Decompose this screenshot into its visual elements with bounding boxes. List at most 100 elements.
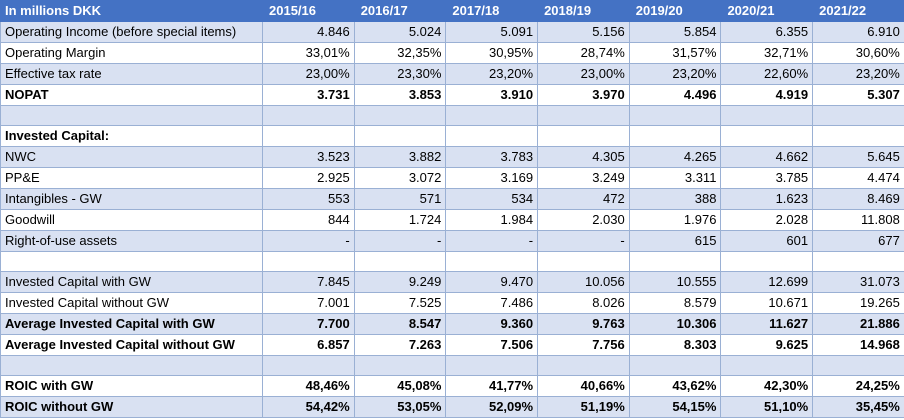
row-operating-margin: Operating Margin 33,01% 32,35% 30,95% 28… (0, 42, 904, 64)
row-effective-tax-rate: Effective tax rate 23,00% 23,30% 23,20% … (0, 63, 904, 85)
cell-value: 9.625 (720, 334, 814, 356)
row-label: Right-of-use assets (0, 230, 263, 252)
row-label: Invested Capital without GW (0, 292, 263, 314)
cell-value (353, 105, 447, 126)
cell-value: 7.263 (353, 334, 447, 356)
cell-value: 1.976 (628, 209, 722, 231)
cell-value: 32,35% (353, 42, 447, 64)
cell-value: 534 (445, 188, 539, 210)
cell-value: 8.303 (628, 334, 722, 356)
cell-value: 601 (720, 230, 814, 252)
header-row: In millions DKK 2015/16 2016/17 2017/18 … (0, 0, 904, 22)
row-label: Operating Income (before special items) (0, 21, 263, 43)
cell-value: 5.024 (353, 21, 447, 43)
cell-value: - (262, 230, 355, 252)
row-invested-capital-without-gw: Invested Capital without GW 7.001 7.525 … (0, 292, 904, 314)
cell-value: 3.910 (445, 84, 539, 106)
cell-value (537, 251, 630, 272)
row-label: Goodwill (0, 209, 263, 231)
cell-value: 677 (812, 230, 904, 252)
cell-value: - (537, 230, 630, 252)
cell-value: 2.030 (537, 209, 630, 231)
header-label: In millions DKK (0, 0, 263, 22)
row-right-of-use-assets: Right-of-use assets - - - - 615 601 677 (0, 230, 904, 252)
year-header: 2020/21 (720, 0, 814, 22)
row-label: NWC (0, 146, 263, 168)
cell-value: 11.808 (812, 209, 904, 231)
row-label (0, 251, 263, 272)
cell-value: 1.984 (445, 209, 539, 231)
row-roic-with-gw: ROIC with GW 48,46% 45,08% 41,77% 40,66%… (0, 375, 904, 397)
year-header: 2021/22 (812, 0, 904, 22)
cell-value: 41,77% (445, 375, 539, 397)
cell-value: 4.265 (628, 146, 722, 168)
cell-value: 51,10% (720, 396, 814, 418)
row-goodwill: Goodwill 844 1.724 1.984 2.030 1.976 2.0… (0, 209, 904, 231)
row-invested-capital-with-gw: Invested Capital with GW 7.845 9.249 9.4… (0, 271, 904, 293)
cell-value: 7.845 (262, 271, 355, 293)
cell-value (628, 105, 722, 126)
cell-value (445, 251, 539, 272)
row-label (0, 355, 263, 376)
cell-value: 5.645 (812, 146, 904, 168)
cell-value: 571 (353, 188, 447, 210)
cell-value: 7.525 (353, 292, 447, 314)
cell-value: 1.623 (720, 188, 814, 210)
cell-value (812, 355, 904, 376)
cell-value (537, 355, 630, 376)
row-average-ic-with-gw: Average Invested Capital with GW 7.700 8… (0, 313, 904, 335)
cell-value: 54,42% (262, 396, 355, 418)
row-operating-income: Operating Income (before special items) … (0, 21, 904, 43)
cell-value: - (445, 230, 539, 252)
cell-value: 3.523 (262, 146, 355, 168)
cell-value: 4.846 (262, 21, 355, 43)
row-label: Intangibles - GW (0, 188, 263, 210)
cell-value: 7.756 (537, 334, 630, 356)
cell-value: 11.627 (720, 313, 814, 335)
cell-value: - (353, 230, 447, 252)
cell-value: 3.785 (720, 167, 814, 189)
section-heading: Invested Capital: (0, 125, 263, 147)
cell-value: 9.249 (353, 271, 447, 293)
cell-value: 14.968 (812, 334, 904, 356)
cell-value: 10.306 (628, 313, 722, 335)
row-label: Invested Capital with GW (0, 271, 263, 293)
cell-value: 6.910 (812, 21, 904, 43)
cell-value: 615 (628, 230, 722, 252)
cell-value: 33,01% (262, 42, 355, 64)
year-header: 2016/17 (353, 0, 447, 22)
cell-value: 5.854 (628, 21, 722, 43)
cell-value: 43,62% (628, 375, 722, 397)
cell-value: 5.307 (812, 84, 904, 106)
cell-value: 388 (628, 188, 722, 210)
cell-value: 8.469 (812, 188, 904, 210)
cell-value: 4.919 (720, 84, 814, 106)
cell-value (628, 125, 722, 147)
cell-value: 8.579 (628, 292, 722, 314)
cell-value: 7.001 (262, 292, 355, 314)
cell-value: 3.169 (445, 167, 539, 189)
cell-value: 23,00% (262, 63, 355, 85)
cell-value: 4.496 (628, 84, 722, 106)
row-label: ROIC without GW (0, 396, 263, 418)
cell-value: 6.355 (720, 21, 814, 43)
cell-value (262, 251, 355, 272)
cell-value: 30,60% (812, 42, 904, 64)
cell-value: 19.265 (812, 292, 904, 314)
cell-value: 40,66% (537, 375, 630, 397)
cell-value: 3.783 (445, 146, 539, 168)
row-label: NOPAT (0, 84, 263, 106)
row-label: Operating Margin (0, 42, 263, 64)
cell-value: 23,20% (445, 63, 539, 85)
cell-value (262, 105, 355, 126)
cell-value: 23,20% (628, 63, 722, 85)
row-nwc: NWC 3.523 3.882 3.783 4.305 4.265 4.662 … (0, 146, 904, 168)
cell-value: 45,08% (353, 375, 447, 397)
cell-value (262, 125, 355, 147)
cell-value: 7.486 (445, 292, 539, 314)
year-header: 2019/20 (628, 0, 722, 22)
cell-value (720, 355, 814, 376)
cell-value: 4.662 (720, 146, 814, 168)
cell-value (445, 105, 539, 126)
